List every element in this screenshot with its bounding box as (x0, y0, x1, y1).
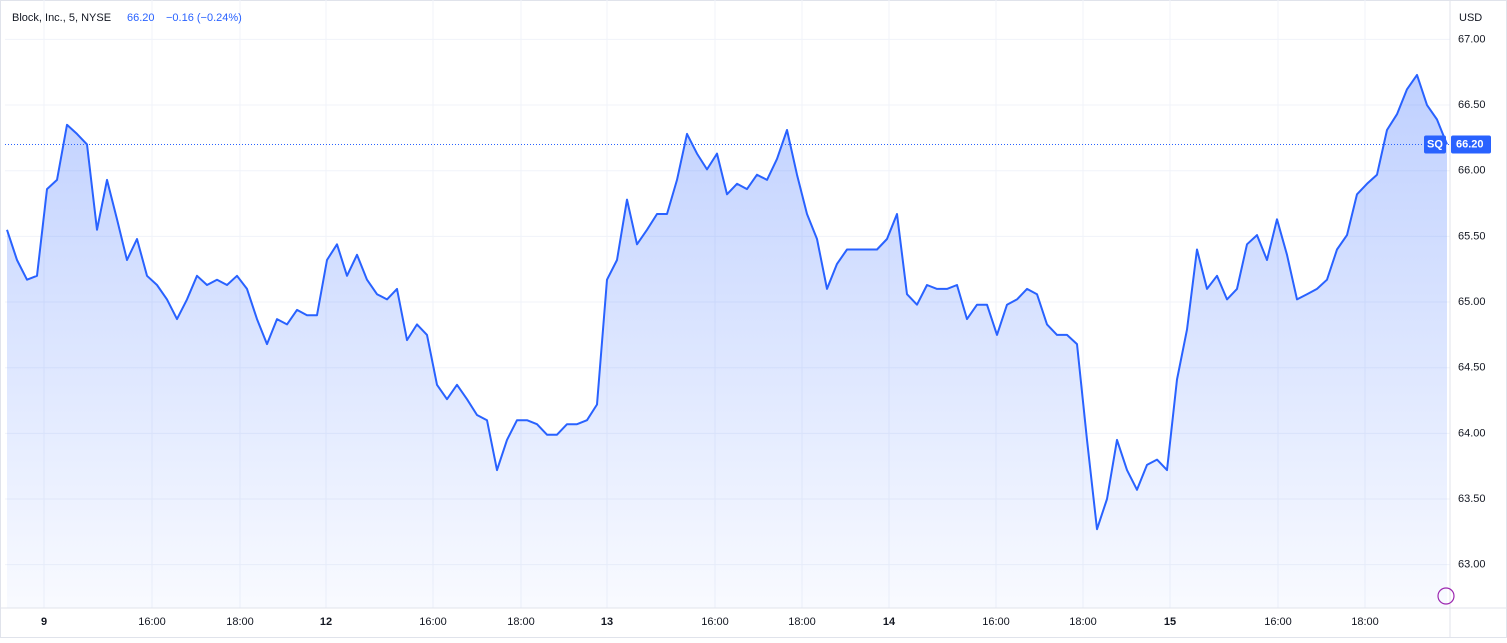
y-tick-label: 64.00 (1458, 427, 1486, 439)
event-icon[interactable] (1437, 587, 1455, 605)
price-line (6, 73, 1448, 531)
x-tick-label: 15 (1164, 616, 1176, 628)
price-badge-label: 66.20 (1456, 138, 1484, 150)
plot (5, 73, 1450, 608)
y-tick-label: 66.50 (1458, 99, 1486, 111)
x-tick-label: 16:00 (138, 616, 166, 628)
y-tick-label: 63.50 (1458, 493, 1486, 505)
change-header: −0.16 (−0.24%) (166, 12, 242, 24)
axes: 63.00 63.50 64.00 64.50 65.00 65.50 66.00 66.50… (41, 33, 1491, 628)
y-tick-label: 63.00 (1458, 559, 1486, 571)
x-tick-label: 18:00 (226, 616, 254, 628)
y-tick-label: 67.00 (1458, 33, 1486, 45)
x-tick-label: 18:00 (507, 616, 535, 628)
area (7, 74, 1447, 608)
x-tick-label: 13 (601, 616, 613, 628)
x-tick-label: 18:00 (1351, 616, 1379, 628)
x-tick-label: 14 (883, 616, 896, 628)
chart-title: Block, Inc., 5, NYSE (12, 12, 111, 24)
x-tick-label: 12 (320, 616, 332, 628)
x-tick-label: 18:00 (788, 616, 816, 628)
y-tick-label: 65.00 (1458, 296, 1486, 308)
y-tick-label: 64.50 (1458, 362, 1486, 374)
x-tick-label: 16:00 (982, 616, 1010, 628)
symbol-label: SQ (1427, 138, 1443, 150)
x-tick-label: 18:00 (1069, 616, 1097, 628)
currency: USD (1459, 12, 1482, 24)
x-tick-label: 9 (41, 616, 47, 628)
last-price-header: 66.20 (127, 12, 155, 24)
x-tick-label: 16:00 (701, 616, 729, 628)
x-tick-label: 16:00 (1264, 616, 1292, 628)
symbol-badge (1424, 135, 1446, 154)
x-tick-label: 16:00 (419, 616, 447, 628)
price-badge (1451, 135, 1491, 154)
y-tick-label: 65.50 (1458, 230, 1486, 242)
y-tick-label: 66.00 (1458, 165, 1486, 177)
